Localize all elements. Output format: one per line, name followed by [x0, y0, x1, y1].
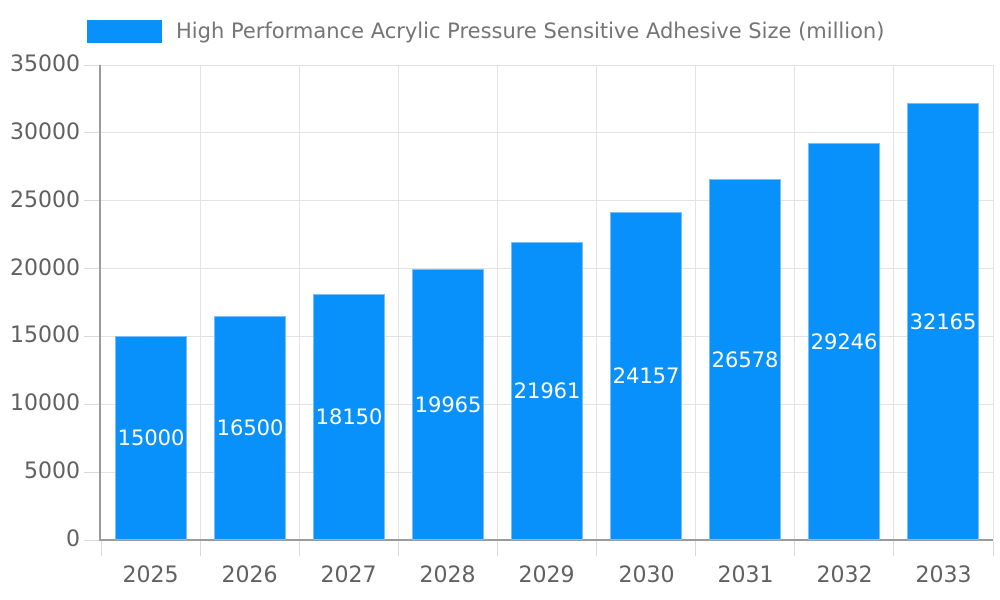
x-axis-tick — [200, 541, 201, 556]
y-axis-label: 10000 — [10, 391, 80, 416]
y-axis-tick — [84, 540, 101, 541]
y-axis-label: 30000 — [10, 120, 80, 145]
x-gridline — [993, 65, 994, 540]
bar-value-label: 24157 — [612, 364, 680, 388]
x-gridline — [893, 65, 894, 540]
x-axis-label: 2029 — [518, 563, 575, 588]
x-axis-tick — [398, 541, 399, 556]
bar[interactable] — [709, 179, 781, 540]
bar-value-label: 16500 — [216, 416, 284, 440]
legend-label: High Performance Acrylic Pressure Sensit… — [176, 19, 885, 43]
x-axis-label: 2027 — [320, 563, 377, 588]
x-gridline — [695, 65, 696, 540]
bar[interactable] — [511, 242, 583, 540]
x-gridline — [497, 65, 498, 540]
bar-value-label: 26578 — [711, 348, 779, 372]
x-axis-label: 2033 — [915, 563, 972, 588]
x-axis-tick — [101, 541, 102, 556]
y-gridline — [101, 132, 993, 133]
y-axis-label: 0 — [66, 527, 80, 552]
y-axis-tick — [84, 268, 101, 269]
y-gridline — [101, 200, 993, 201]
bar-value-label: 19965 — [414, 393, 482, 417]
bar[interactable] — [115, 336, 187, 540]
x-axis-label: 2025 — [122, 563, 179, 588]
x-gridline — [299, 65, 300, 540]
bar-value-label: 15000 — [117, 426, 185, 450]
x-gridline — [596, 65, 597, 540]
bar[interactable] — [313, 294, 385, 540]
x-axis-line — [99, 539, 993, 541]
bar[interactable] — [907, 103, 979, 540]
x-axis-tick — [497, 541, 498, 556]
y-axis-tick — [84, 65, 101, 66]
y-axis-label: 15000 — [10, 323, 80, 348]
y-gridline — [101, 65, 993, 66]
legend-swatch — [87, 19, 162, 43]
x-gridline — [398, 65, 399, 540]
y-axis-label: 35000 — [10, 52, 80, 77]
bar[interactable] — [412, 269, 484, 540]
y-axis-label: 5000 — [24, 459, 80, 484]
y-axis-tick — [84, 200, 101, 201]
y-axis-tick — [84, 472, 101, 473]
x-axis-tick — [794, 541, 795, 556]
x-gridline — [794, 65, 795, 540]
x-axis-tick — [596, 541, 597, 556]
bar-value-label: 29246 — [810, 330, 878, 354]
x-axis-label: 2026 — [221, 563, 278, 588]
y-axis-line — [99, 65, 101, 540]
x-gridline — [200, 65, 201, 540]
bar[interactable] — [610, 212, 682, 540]
y-axis-label: 25000 — [10, 188, 80, 213]
x-axis-tick — [993, 541, 994, 556]
x-axis-label: 2031 — [717, 563, 774, 588]
x-axis-label: 2028 — [419, 563, 476, 588]
y-axis-tick — [84, 132, 101, 133]
x-axis-label: 2032 — [816, 563, 873, 588]
legend: High Performance Acrylic Pressure Sensit… — [87, 16, 884, 46]
x-axis-tick — [695, 541, 696, 556]
y-axis-label: 20000 — [10, 256, 80, 281]
bar-value-label: 32165 — [909, 310, 977, 334]
y-axis-tick — [84, 404, 101, 405]
x-axis-label: 2030 — [618, 563, 675, 588]
y-axis-tick — [84, 336, 101, 337]
bar[interactable] — [214, 316, 286, 540]
bar[interactable] — [808, 143, 880, 540]
x-axis-tick — [893, 541, 894, 556]
x-axis-tick — [299, 541, 300, 556]
bar-value-label: 21961 — [513, 379, 581, 403]
bar-value-label: 18150 — [315, 405, 383, 429]
